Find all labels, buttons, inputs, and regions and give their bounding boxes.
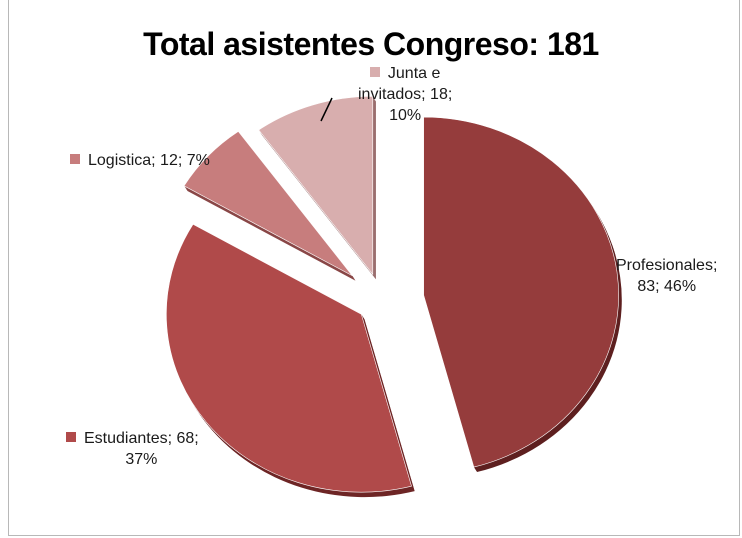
slice-logistica (183, 131, 356, 281)
slice-estudiantes (166, 223, 415, 498)
label-junta: Junta e invitados; 18; 10% (358, 63, 452, 126)
legend-swatch-junta (369, 67, 380, 77)
legend-swatch-profesionales (598, 259, 608, 269)
label-estudiantes: Estudiantes; 68; 37% (66, 428, 199, 470)
slice-logistica-top (183, 131, 353, 277)
slice-estudiantes-top (166, 223, 412, 493)
label-profesionales-line2: 83; 46% (637, 278, 697, 295)
label-profesionales-line1: Profesionales; (616, 257, 718, 274)
label-junta-line1: Junta e (387, 65, 441, 82)
legend-swatch-estudiantes (66, 432, 76, 442)
label-estudiantes-line2: 37% (125, 451, 158, 468)
slice-profesionales-top (423, 116, 619, 468)
slice-junta-top (258, 96, 374, 276)
chart-title: Total asistentes Congreso: 181 (143, 26, 599, 62)
label-logistica-line1: Logistica; 12; 7% (88, 152, 210, 169)
leader-line-junta (320, 97, 333, 122)
slice-junta (258, 96, 376, 280)
label-profesionales: Profesionales; 83; 46% (598, 255, 717, 297)
label-junta-line2: invitados; 18; (358, 86, 453, 103)
label-junta-line3: 10% (389, 107, 422, 124)
legend-swatch-logistica (70, 154, 80, 164)
slice-profesionales (423, 116, 622, 473)
label-estudiantes-line1: Estudiantes; 68; (84, 430, 199, 447)
label-logistica: Logistica; 12; 7% (70, 150, 210, 171)
